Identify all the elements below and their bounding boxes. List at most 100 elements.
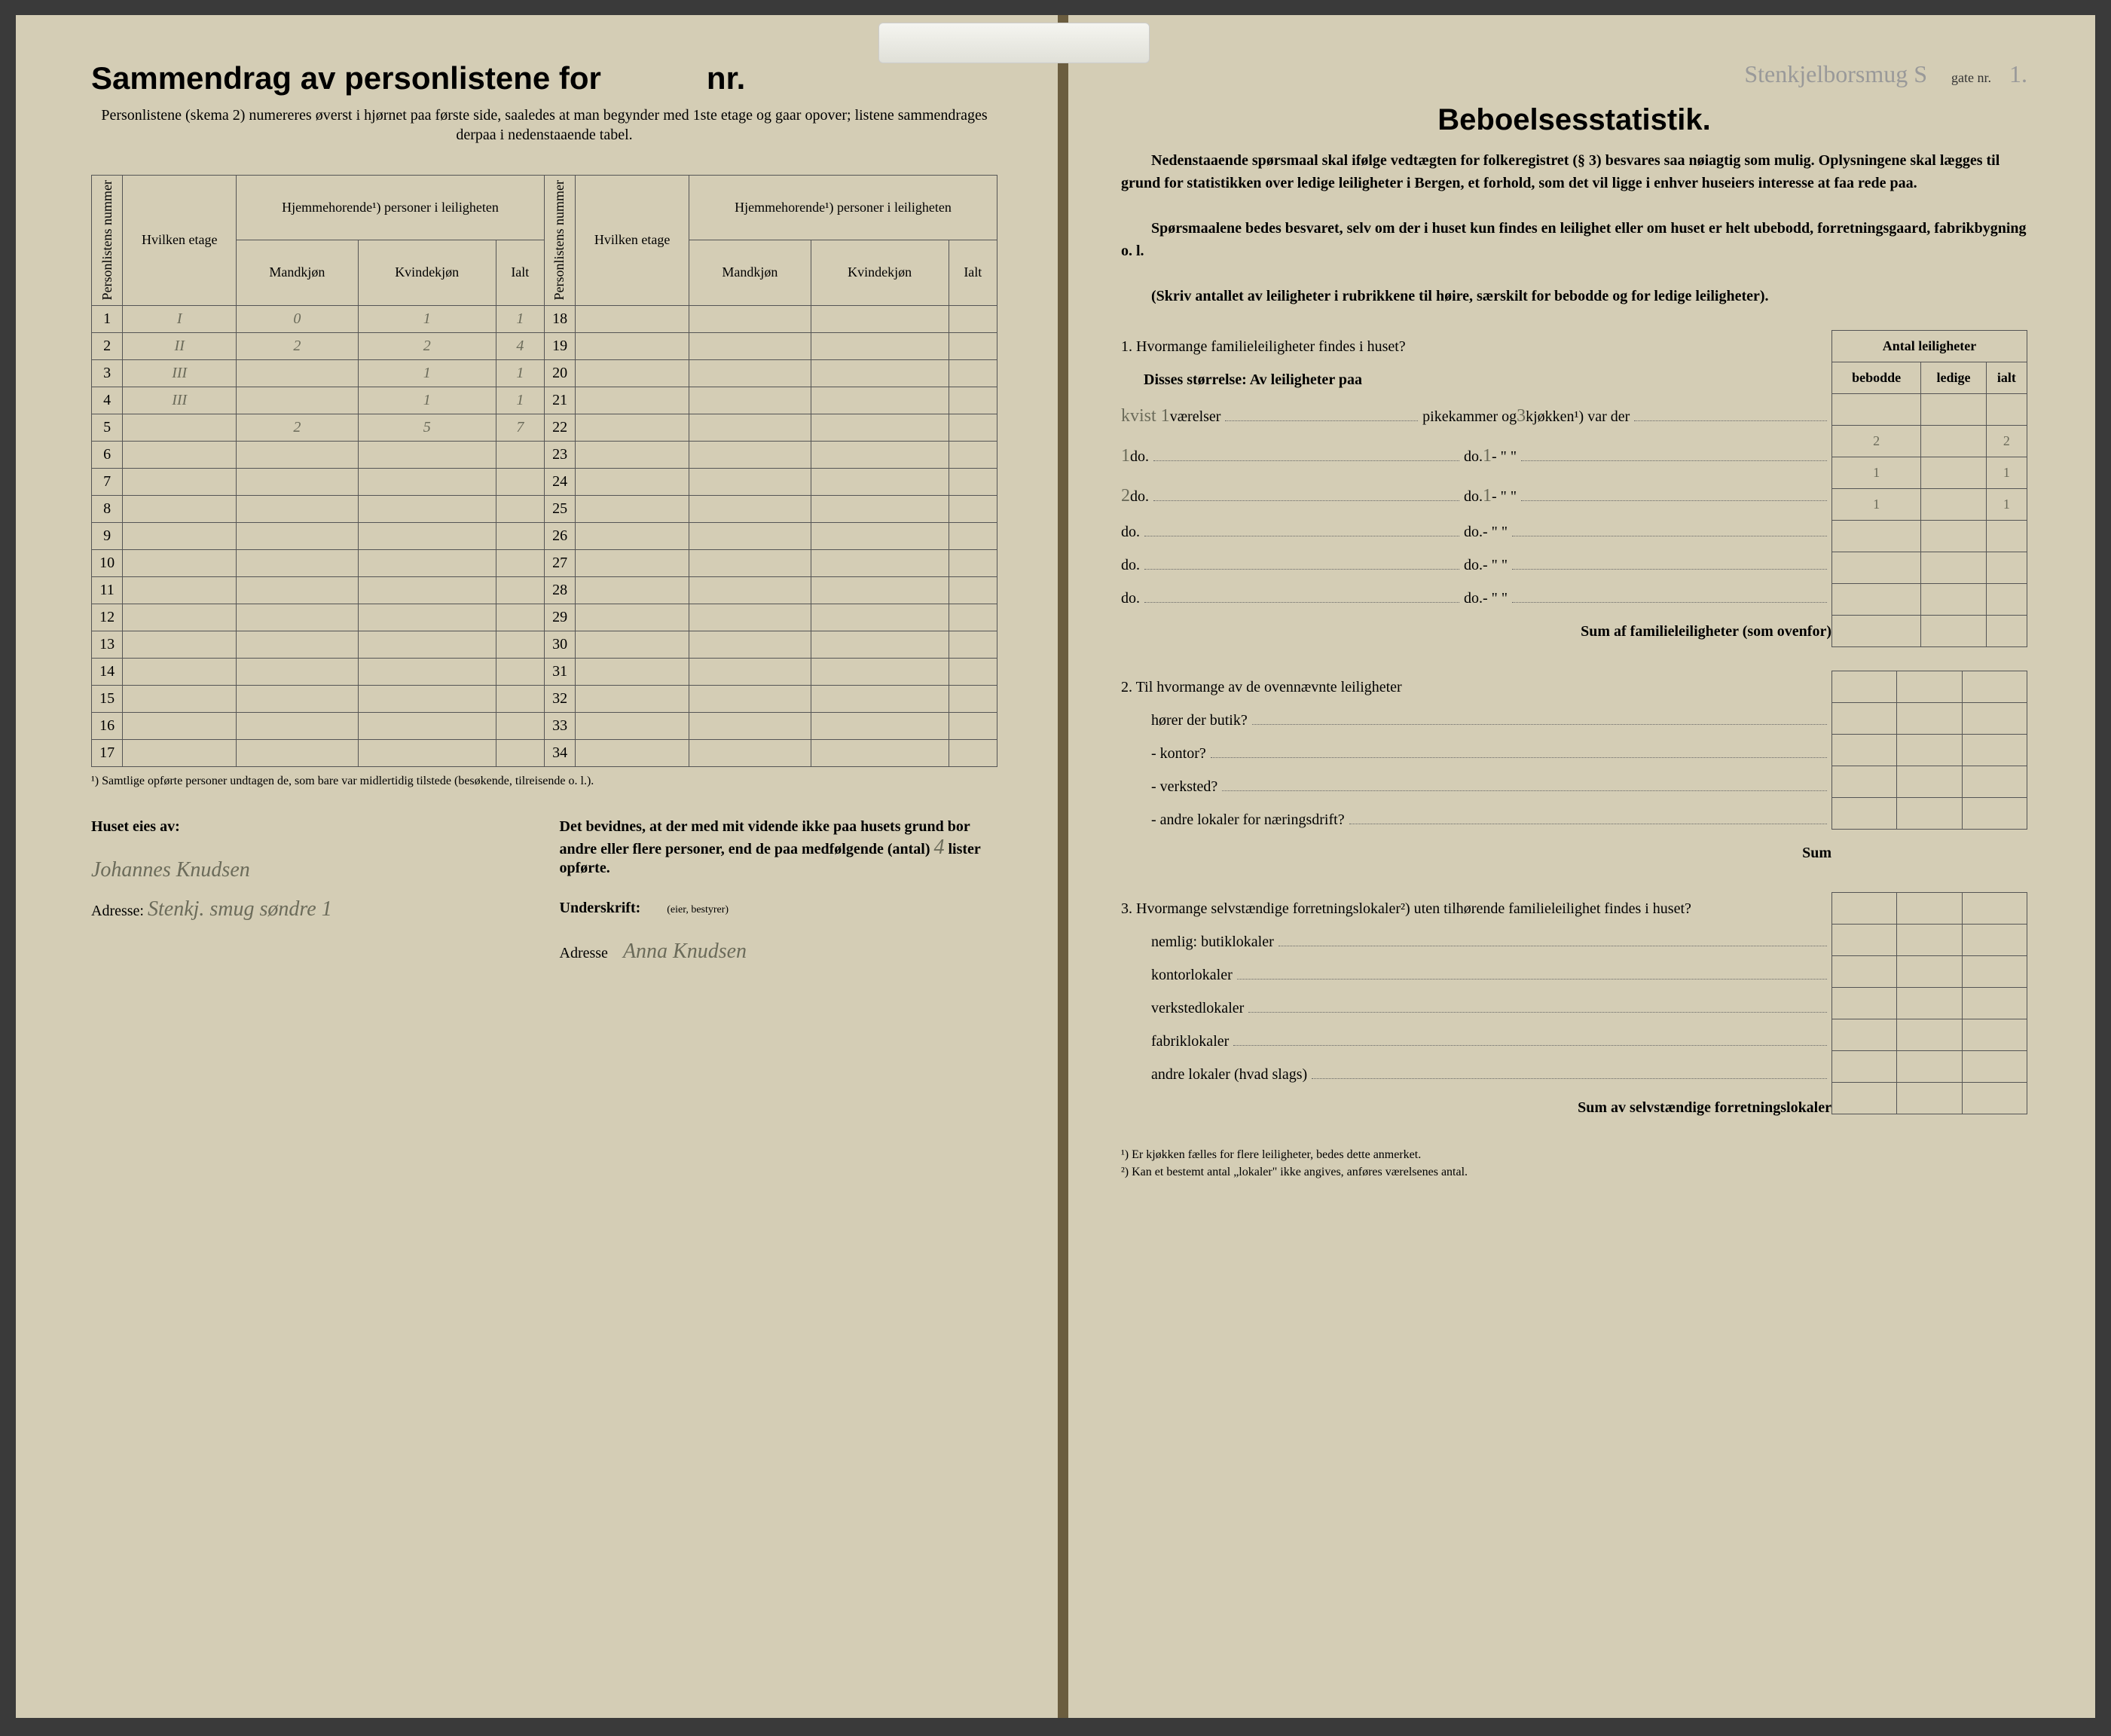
ialt-cell: 1 (496, 387, 544, 414)
hw-pre: 1 (1121, 436, 1130, 476)
rownum-r: 29 (544, 604, 575, 631)
kvinde-cell (358, 739, 496, 766)
rownum: 17 (92, 739, 123, 766)
addr-label-r: Adresse (560, 945, 608, 961)
ialt-cell (1986, 552, 2027, 584)
ialt-cell (496, 522, 544, 549)
empty (949, 631, 997, 658)
col-personlistens-2: Personlistens nummer (544, 176, 575, 306)
q3-title: 3. Hvormange selvstændige forretningslok… (1121, 892, 1831, 925)
col-mand-1: Mandkjøn (237, 240, 359, 305)
table-row (1832, 798, 2027, 830)
ialt-cell (1986, 584, 2027, 616)
role-label: (eier, bestyrer) (667, 904, 729, 915)
mand-cell (237, 441, 359, 468)
rownum-r: 20 (544, 359, 575, 387)
empty (689, 604, 811, 631)
kvinde-cell (358, 576, 496, 604)
label: nemlig: butiklokaler (1151, 925, 1274, 958)
table-row: 5 2 5 7 22 (92, 414, 997, 441)
empty (949, 549, 997, 576)
gate-nr: 1. (2009, 60, 2027, 87)
rownum: 7 (92, 468, 123, 495)
beb-cell: 2 (1832, 426, 1921, 457)
table-row (1832, 925, 2027, 956)
mand-cell (237, 604, 359, 631)
attestation-block: Huset eies av: Johannes Knudsen Adresse:… (91, 818, 997, 964)
table-row (1832, 552, 2027, 584)
kvinde-cell (358, 631, 496, 658)
empty (576, 359, 689, 387)
ialt-cell: 7 (496, 414, 544, 441)
rownum-r: 28 (544, 576, 575, 604)
q1-sum-label: Sum af familieleiligheter (som ovenfor) (1121, 615, 1831, 648)
empty (576, 495, 689, 522)
rownum: 4 (92, 387, 123, 414)
ialt-cell: 1 (1986, 489, 2027, 521)
kvinde-cell: 2 (358, 332, 496, 359)
q1-row: 1 do. do. 1 - " " (1121, 436, 1831, 476)
label: do. (1121, 582, 1140, 615)
table-row (1832, 1019, 2027, 1051)
q3-row: kontorlokaler (1121, 958, 1831, 992)
label: - verksted? (1151, 770, 1217, 803)
rownum-r: 27 (544, 549, 575, 576)
q2-table (1831, 671, 2027, 830)
q1-row: kvist 1 værelser pikekammer og 3 kjøkken… (1121, 396, 1831, 436)
rownum: 10 (92, 549, 123, 576)
owner-label: Huset eies av: (91, 818, 180, 835)
ialt-cell: 4 (496, 332, 544, 359)
attest-right: Det bevidnes, at der med mit vidende ikk… (560, 818, 998, 964)
q1-sub: Disses størrelse: Av leiligheter paa (1144, 371, 1362, 388)
col-ialt-2: Ialt (949, 240, 997, 305)
q3-right (1831, 892, 2027, 1124)
label: do. (1464, 440, 1483, 473)
table-row: 16 33 (92, 712, 997, 739)
mand-cell (237, 712, 359, 739)
empty (689, 522, 811, 549)
etage-cell (123, 739, 237, 766)
label: do. (1130, 480, 1149, 513)
q3-left: 3. Hvormange selvstændige forretningslok… (1121, 892, 1831, 1124)
table-row: 12 29 (92, 604, 997, 631)
empty (949, 576, 997, 604)
empty (949, 332, 997, 359)
etage-cell (123, 685, 237, 712)
led-cell (1921, 521, 1986, 552)
empty (689, 495, 811, 522)
table-row (1832, 671, 2027, 703)
empty (689, 359, 811, 387)
ialt-cell (496, 495, 544, 522)
q1-row: 2 do. do. 1 - " " (1121, 476, 1831, 516)
right-page: Stenkjelborsmug S gate nr. 1. Beboelsess… (1064, 15, 2095, 1718)
empty (949, 305, 997, 332)
empty (811, 332, 949, 359)
table-row (1832, 703, 2027, 735)
led-cell (1921, 457, 1986, 489)
table-row (1832, 1051, 2027, 1083)
etage-cell (123, 549, 237, 576)
led-cell (1921, 552, 1986, 584)
empty (689, 712, 811, 739)
kvinde-cell: 1 (358, 359, 496, 387)
table-row: 22 (1832, 426, 2027, 457)
rownum-r: 26 (544, 522, 575, 549)
empty (689, 305, 811, 332)
empty (576, 305, 689, 332)
rownum-r: 18 (544, 305, 575, 332)
empty (949, 441, 997, 468)
empty (811, 305, 949, 332)
empty (576, 739, 689, 766)
empty (949, 712, 997, 739)
mand-cell (237, 631, 359, 658)
q2-row: hører der butik? (1121, 704, 1831, 737)
table-row: 15 32 (92, 685, 997, 712)
table-row: 2 II 2 2 4 19 (92, 332, 997, 359)
col-ialt-1: Ialt (496, 240, 544, 305)
empty (949, 387, 997, 414)
mand-cell (237, 739, 359, 766)
rownum-r: 19 (544, 332, 575, 359)
etage-cell: I (123, 305, 237, 332)
hw-val: 1 (1483, 436, 1492, 476)
table-row: 17 34 (92, 739, 997, 766)
